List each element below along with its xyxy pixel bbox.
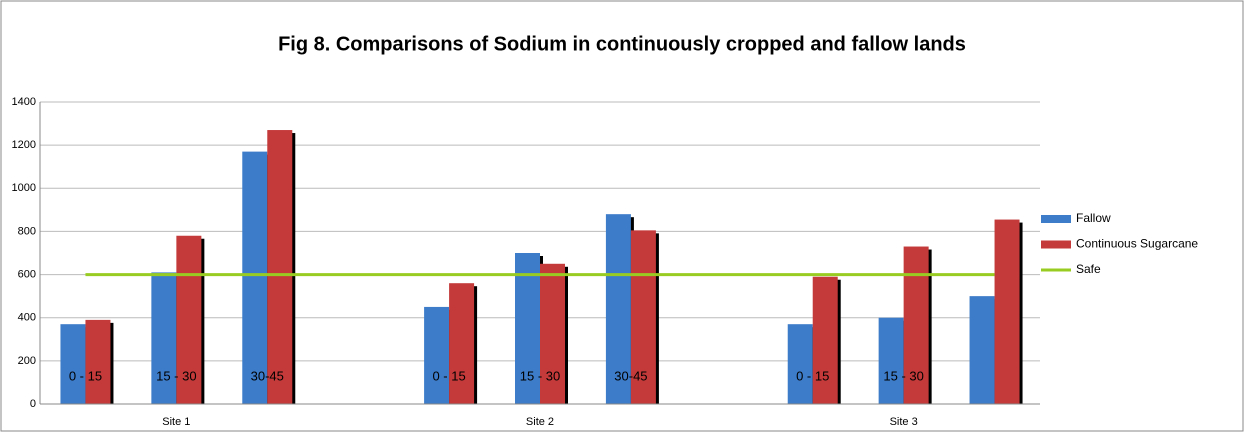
x-tick-label: 0 - 15: [796, 368, 829, 383]
bar: [630, 230, 656, 404]
y-tick-label: 400: [18, 312, 36, 324]
bar: [515, 253, 540, 404]
legend-label: Continuous Sugarcane: [1076, 237, 1198, 251]
bar: [267, 130, 293, 405]
legend-swatch: [1041, 215, 1071, 223]
x-tick-label: 30-45: [251, 368, 284, 383]
chart-title: Fig 8. Comparisons of Sodium in continuo…: [278, 33, 966, 55]
x-tick-label: 0 - 15: [432, 368, 465, 383]
legend-label: Fallow: [1076, 211, 1111, 225]
legend-swatch: [1041, 240, 1071, 249]
bar: [787, 324, 813, 404]
bar: [540, 263, 565, 404]
y-tick-label: 1000: [12, 182, 36, 194]
bar: [994, 219, 1020, 404]
x-tick-label: 15 - 30: [156, 368, 196, 383]
y-tick-label: 1400: [12, 96, 36, 108]
y-tick-label: 0: [30, 398, 36, 410]
x-tick-label: 15 - 30: [883, 368, 923, 383]
bar: [176, 235, 202, 404]
bar: [151, 272, 177, 404]
group-label: Site 2: [526, 416, 554, 428]
bar: [903, 246, 929, 404]
bar: [85, 319, 111, 404]
bar: [969, 296, 995, 404]
group-label: Site 1: [162, 416, 190, 428]
group-label: Site 3: [890, 416, 918, 428]
bar: [424, 306, 450, 404]
bar: [449, 283, 475, 404]
y-tick-label: 800: [18, 225, 36, 237]
bar: [242, 151, 268, 404]
x-tick-label: 0 - 15: [69, 368, 102, 383]
bar: [605, 214, 631, 404]
bar: [812, 276, 838, 404]
legend-label: Safe: [1076, 262, 1101, 276]
y-tick-label: 600: [18, 268, 36, 280]
y-tick-label: 1200: [12, 139, 36, 151]
bar: [878, 317, 904, 404]
y-tick-label: 200: [18, 355, 36, 367]
x-tick-label: 15 - 30: [520, 368, 560, 383]
x-tick-label: 30-45: [614, 368, 647, 383]
bar: [60, 324, 86, 404]
